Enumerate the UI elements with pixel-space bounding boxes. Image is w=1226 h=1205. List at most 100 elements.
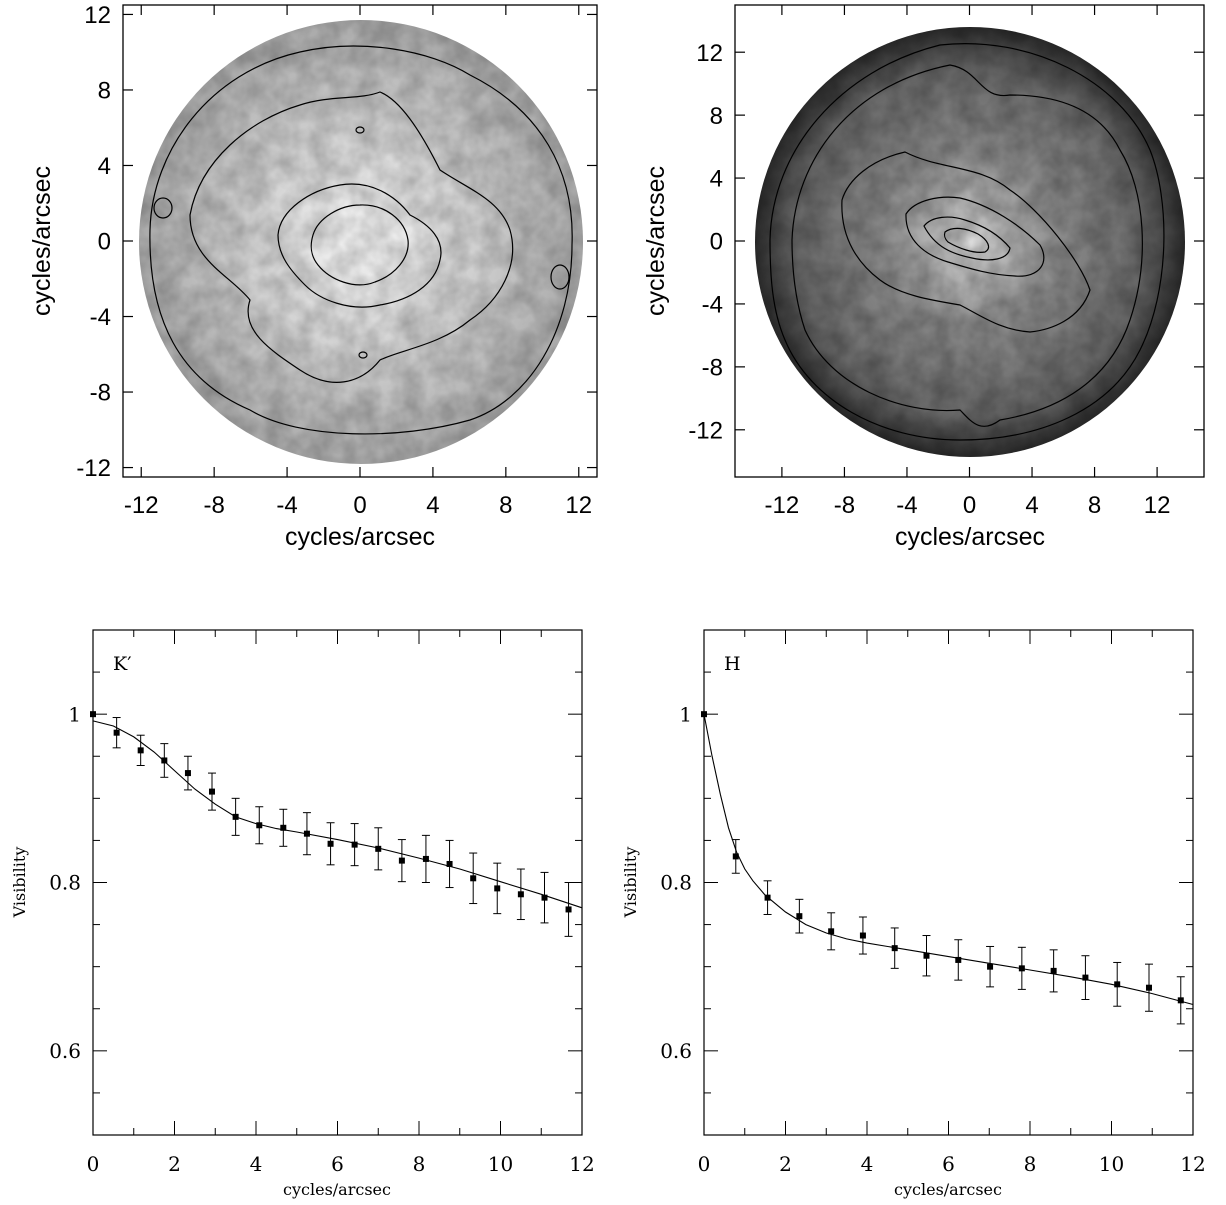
data-point (517, 891, 524, 898)
data-point (446, 860, 453, 867)
y-tick-label: -8 (702, 355, 723, 382)
axis-ticks (703, 629, 1194, 1136)
data-point (1114, 981, 1121, 988)
data-point (327, 840, 334, 847)
data-point (796, 913, 803, 920)
data-point (398, 857, 405, 864)
y-tick-labels: 12 8 4 0 -4 -8 -12 (76, 2, 111, 482)
x-axis-label: cycles/arcsec (283, 1180, 391, 1199)
model-curve (92, 720, 583, 909)
x-tick-label: 12 (1144, 492, 1171, 519)
data-marks (701, 711, 1194, 1025)
data-point (541, 894, 548, 901)
axis-ticks (123, 5, 597, 477)
data-point (1145, 984, 1152, 991)
y-tick-label: 0 (710, 229, 723, 256)
data-point (1018, 965, 1025, 972)
x-tick-label: 2 (168, 1152, 181, 1176)
data-point (1177, 997, 1184, 1004)
data-point (701, 711, 707, 718)
data-point (955, 956, 962, 963)
x-tick-label: 10 (1099, 1152, 1124, 1176)
data-marks (90, 711, 583, 937)
x-tick-label: -12 (124, 492, 159, 519)
data-point (987, 963, 994, 970)
data-point (891, 945, 898, 952)
data-point (1082, 974, 1089, 981)
data-point (494, 885, 501, 892)
plot-frame (703, 629, 1194, 1136)
data-point (137, 747, 144, 754)
y-tick-label: -8 (90, 380, 111, 407)
data-point (828, 928, 835, 935)
x-tick-label: 4 (1025, 492, 1038, 519)
visibility-plot-bottom-left: 0 2 4 6 8 10 12 1 0.8 0.6 K′ cycles/arcsec Visib… (10, 629, 595, 1199)
x-tick-labels: 0 2 4 6 8 10 12 (698, 1152, 1206, 1176)
visibility-map-image (139, 20, 583, 464)
x-tick-labels: -12 -8 -4 0 4 8 12 (124, 492, 592, 519)
x-tick-label: -4 (896, 492, 917, 519)
y-tick-label: 8 (98, 78, 111, 105)
x-tick-label: 4 (250, 1152, 263, 1176)
panel-annotation: K′ (113, 653, 132, 675)
data-point (470, 875, 477, 882)
visibility-map-image (755, 27, 1185, 457)
x-tick-label: 10 (488, 1152, 513, 1176)
x-tick-label: 2 (779, 1152, 792, 1176)
y-tick-labels: 1 0.8 0.6 (49, 702, 81, 1063)
x-tick-label: 6 (942, 1152, 955, 1176)
data-point (90, 711, 96, 718)
x-tick-label: 0 (963, 492, 976, 519)
x-tick-labels: -12 -8 -4 0 4 8 12 (765, 492, 1171, 519)
y-tick-label: 12 (84, 2, 111, 29)
x-tick-label: 12 (1180, 1152, 1205, 1176)
y-tick-label: -12 (76, 455, 111, 482)
data-point (280, 824, 287, 831)
x-tick-label: 8 (1088, 492, 1101, 519)
y-tick-label: 0.6 (49, 1039, 81, 1063)
data-point (859, 932, 866, 939)
x-axis-label: cycles/arcsec (285, 523, 435, 551)
x-tick-label: -4 (276, 492, 297, 519)
data-point (208, 788, 215, 795)
data-point (565, 906, 572, 913)
x-tick-label: 8 (1024, 1152, 1037, 1176)
data-point (256, 822, 263, 829)
y-tick-label: 1 (68, 702, 81, 726)
y-tick-label: 8 (710, 103, 723, 130)
y-tick-label: 0.6 (660, 1039, 692, 1063)
y-tick-label: 12 (696, 40, 723, 67)
y-tick-labels: 12 8 4 0 -4 -8 -12 (688, 40, 723, 445)
y-tick-label: 0.8 (49, 871, 81, 895)
x-tick-label: -12 (765, 492, 800, 519)
x-tick-label: 6 (331, 1152, 344, 1176)
x-axis-label: cycles/arcsec (894, 1180, 1002, 1199)
data-point (422, 855, 429, 862)
data-point (732, 853, 739, 860)
y-tick-labels: 1 0.8 0.6 (660, 702, 692, 1063)
data-point (923, 952, 930, 959)
data-point (351, 841, 358, 848)
model-curve (703, 714, 1194, 1006)
contour-lines (149, 45, 573, 435)
x-axis-label: cycles/arcsec (895, 523, 1045, 551)
y-tick-label: -12 (688, 417, 723, 444)
y-axis-label: Visibility (10, 847, 29, 919)
data-point (303, 830, 310, 837)
data-point (764, 894, 771, 901)
data-point (1050, 967, 1057, 974)
panel-annotation: H (724, 653, 741, 675)
y-tick-label: 0.8 (660, 871, 692, 895)
contour-lines (769, 43, 1165, 441)
data-point (113, 729, 120, 736)
y-tick-label: 0 (98, 229, 111, 256)
y-tick-label: 4 (98, 153, 111, 180)
x-tick-label: 0 (87, 1152, 100, 1176)
y-tick-label: -4 (90, 304, 111, 331)
y-tick-label: 4 (710, 166, 723, 193)
x-tick-label: 12 (569, 1152, 594, 1176)
data-point (375, 845, 382, 852)
